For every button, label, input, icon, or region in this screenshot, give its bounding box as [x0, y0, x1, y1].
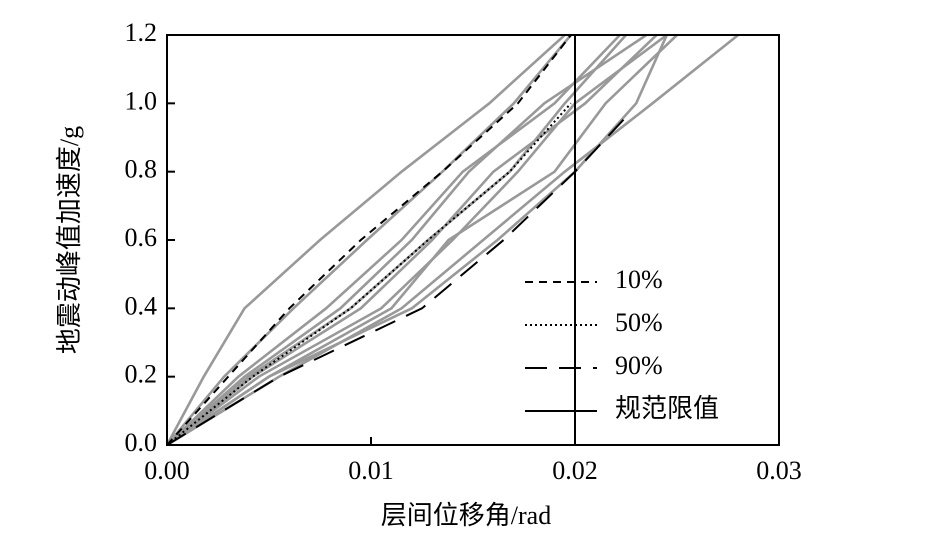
- y-axis-label: 地震动峰值加速度/g: [55, 126, 84, 354]
- plot-area: [167, 35, 740, 445]
- series-line: [167, 116, 627, 445]
- plot-frame: [166, 34, 780, 446]
- y-tick-label: 1.2: [125, 18, 158, 47]
- record-line: [167, 35, 648, 445]
- y-tick-label: 0.0: [125, 428, 158, 457]
- y-tick-label: 0.4: [125, 291, 158, 320]
- legend-label: 10%: [615, 265, 663, 294]
- record-line: [167, 35, 621, 445]
- record-line: [167, 35, 740, 445]
- legend-label: 规范限值: [615, 394, 719, 423]
- series-line: [167, 35, 572, 445]
- record-line: [167, 35, 566, 445]
- y-tick-label: 0.6: [125, 223, 158, 252]
- record-line: [167, 35, 668, 445]
- legend-label: 50%: [615, 308, 663, 337]
- x-tick-label: 0.01: [348, 456, 394, 485]
- series-line: [167, 102, 572, 445]
- legend-label: 90%: [615, 351, 663, 380]
- record-line: [167, 35, 572, 445]
- record-line: [167, 35, 658, 445]
- x-tick-label: 0.02: [552, 456, 598, 485]
- x-tick-label: 0.03: [756, 456, 802, 485]
- record-line: [167, 35, 627, 445]
- x-axis-label: 层间位移角/rad: [381, 501, 551, 530]
- y-tick-label: 1.0: [125, 86, 158, 115]
- y-tick-label: 0.2: [125, 360, 158, 389]
- x-tick-label: 0.00: [144, 456, 190, 485]
- y-tick-label: 0.8: [125, 155, 158, 184]
